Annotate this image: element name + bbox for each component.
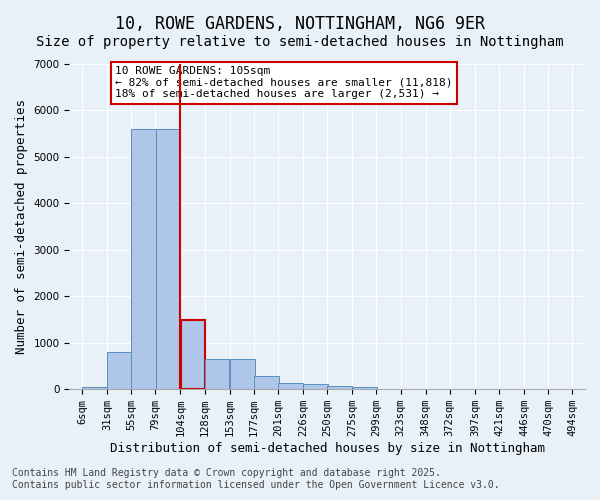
Bar bbox=[181, 320, 205, 389]
Text: 10, ROWE GARDENS, NOTTINGHAM, NG6 9ER: 10, ROWE GARDENS, NOTTINGHAM, NG6 9ER bbox=[115, 15, 485, 33]
Bar bbox=[230, 359, 254, 389]
Bar bbox=[254, 376, 279, 389]
Bar bbox=[304, 384, 328, 389]
Bar bbox=[353, 388, 377, 389]
Bar bbox=[328, 386, 352, 389]
Bar bbox=[278, 383, 303, 389]
Text: Size of property relative to semi-detached houses in Nottingham: Size of property relative to semi-detach… bbox=[36, 35, 564, 49]
Bar bbox=[155, 129, 180, 389]
Text: 10 ROWE GARDENS: 105sqm
← 82% of semi-detached houses are smaller (11,818)
18% o: 10 ROWE GARDENS: 105sqm ← 82% of semi-de… bbox=[115, 66, 452, 99]
Bar bbox=[82, 387, 107, 389]
Text: Contains HM Land Registry data © Crown copyright and database right 2025.
Contai: Contains HM Land Registry data © Crown c… bbox=[12, 468, 500, 490]
Bar bbox=[107, 352, 132, 389]
Bar bbox=[131, 129, 156, 389]
X-axis label: Distribution of semi-detached houses by size in Nottingham: Distribution of semi-detached houses by … bbox=[110, 442, 545, 455]
Bar bbox=[205, 359, 229, 389]
Y-axis label: Number of semi-detached properties: Number of semi-detached properties bbox=[15, 99, 28, 354]
